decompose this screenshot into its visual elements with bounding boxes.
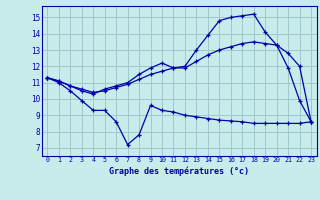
X-axis label: Graphe des températures (°c): Graphe des températures (°c) [109,166,249,176]
